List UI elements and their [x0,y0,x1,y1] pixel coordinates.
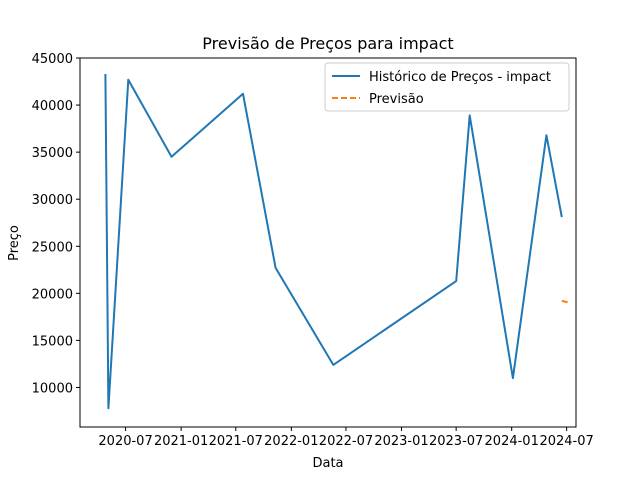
x-axis: 2020-07 2021-01 2021-07 2022-01 2022-07 2023-… [98,427,594,449]
x-tick-label: 2023-07 [429,434,483,449]
x-tick-label: 2022-07 [319,434,373,449]
y-tick-label: 40000 [32,99,73,114]
chart-title: Previsão de Preços para impact [202,34,453,53]
y-tick-label: 15000 [32,334,73,349]
legend-box [324,62,570,112]
plot-area [104,73,570,410]
y-tick-label: 25000 [32,240,73,255]
y-axis: 10000 15000 20000 25000 30000 35000 40000 45000 [32,52,80,396]
x-tick-label: 2024-01 [485,434,539,449]
legend: Histórico de Preços - impact Previsão [324,62,570,112]
legend-label-forecast: Previsão [369,92,424,107]
x-tick-label: 2023-01 [374,434,428,449]
y-tick-label: 45000 [32,52,73,67]
x-tick-label: 2021-07 [209,434,263,449]
plot-frame [79,57,577,428]
x-tick-label: 2024-07 [539,434,593,449]
y-tick-label: 30000 [32,193,73,208]
x-tick-label: 2021-01 [154,434,208,449]
legend-label-historical: Histórico de Preços - impact [369,70,551,85]
series-line-historical [104,73,563,410]
y-tick-label: 20000 [32,287,73,302]
x-tick-label: 2022-01 [264,434,318,449]
y-axis-title: Preço [7,225,22,261]
y-tick-label: 10000 [32,381,73,396]
series-line-forecast [561,299,570,304]
y-tick-label: 35000 [32,146,73,161]
x-tick-label: 2020-07 [98,434,152,449]
x-axis-title: Data [312,456,343,471]
